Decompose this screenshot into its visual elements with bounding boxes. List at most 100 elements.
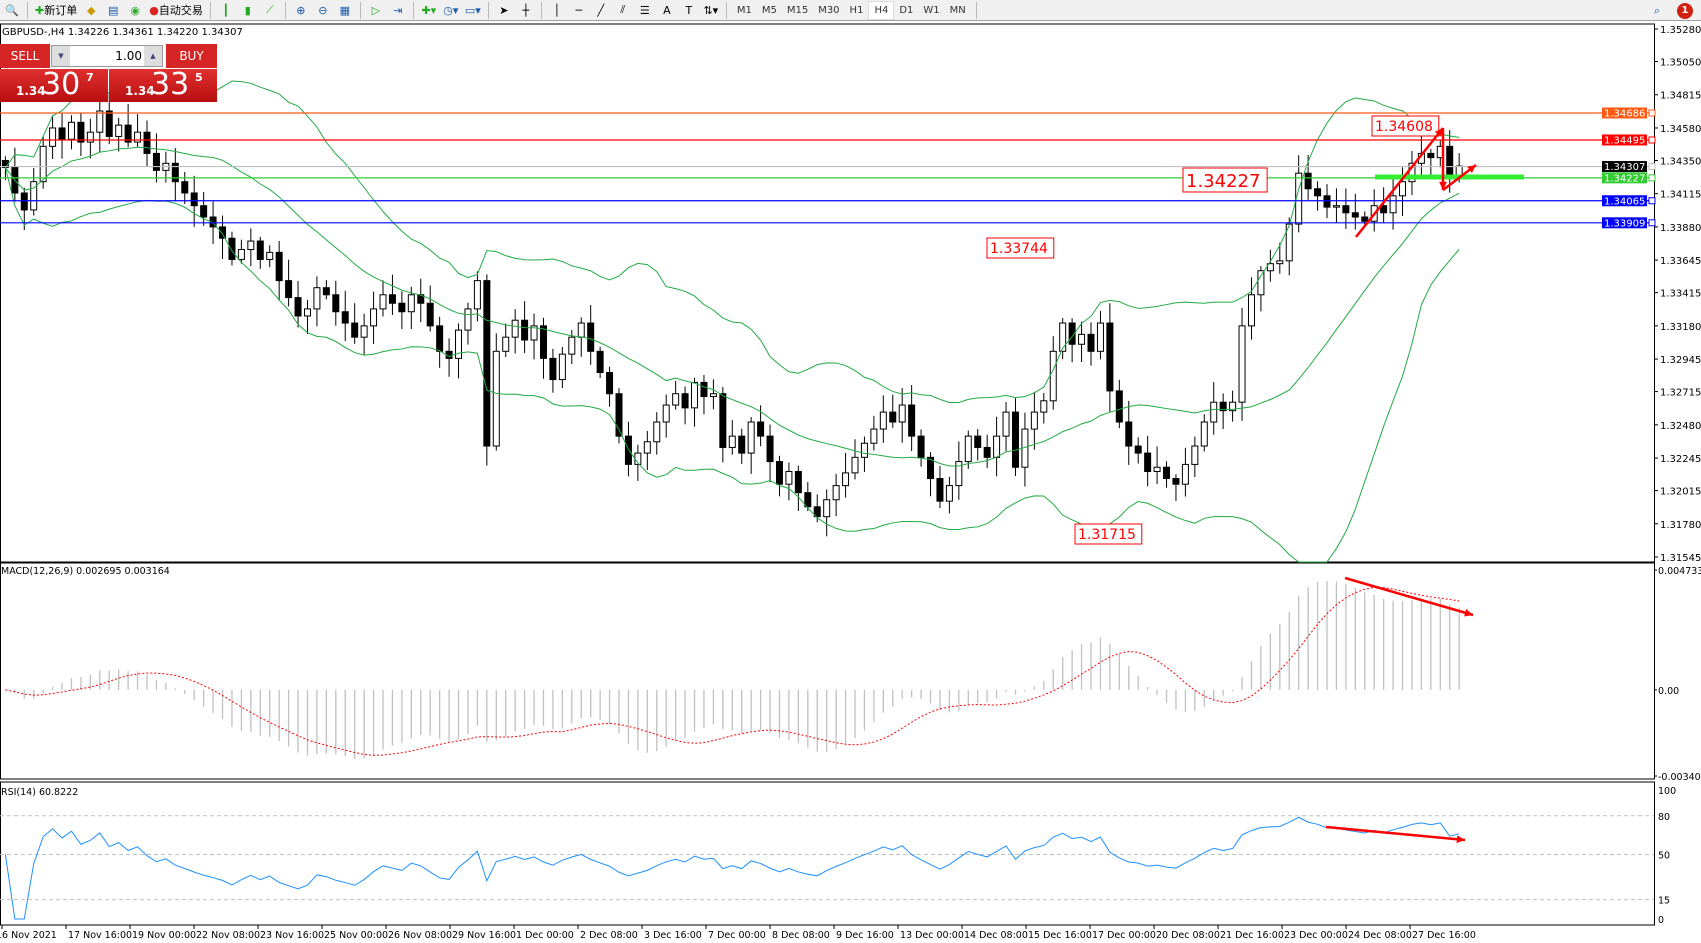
price-tick-label: 1.32015 — [1660, 487, 1701, 498]
price-tick-label: 1.35050 — [1660, 58, 1701, 69]
trend-arrow-down-head — [1439, 181, 1447, 190]
time-label: 29 Nov 16:00 — [452, 930, 516, 941]
bull-candle — [879, 411, 887, 430]
auto-trading-button[interactable]: ● 自动交易 — [147, 1, 205, 20]
bar-chart-icon[interactable]: ┃ — [222, 3, 230, 17]
bull-candle — [1040, 400, 1048, 413]
bear-candle — [1163, 466, 1171, 480]
bear-candle — [143, 131, 151, 154]
buy-button[interactable]: BUY — [166, 44, 217, 68]
line-handle — [1648, 174, 1656, 182]
trend-arrow-up-head — [1434, 128, 1443, 137]
timeframe-h1[interactable]: H1 — [849, 4, 864, 16]
text-label-icon[interactable]: T — [685, 3, 693, 17]
lot-increase-button[interactable]: ▲ — [144, 46, 162, 66]
chart-canvas[interactable]: 1.352801.350501.348151.345801.343501.341… — [0, 22, 1701, 943]
sell-button[interactable]: SELL — [0, 44, 50, 68]
bear-candle — [596, 350, 604, 374]
notification-badge[interactable]: 1 — [1677, 2, 1693, 19]
tile-windows-icon[interactable]: ▦ — [339, 3, 351, 17]
templates-icon[interactable]: ▭▾ — [464, 3, 481, 17]
timeframe-m15[interactable]: M15 — [786, 4, 809, 16]
bull-candle — [1078, 333, 1086, 345]
price-marker — [1602, 161, 1647, 173]
price-tick-label: 1.31545 — [1660, 553, 1701, 564]
bear-candle — [624, 435, 632, 465]
timeframe-m1[interactable]: M1 — [736, 4, 752, 16]
zoom-in-icon[interactable]: ⊕ — [296, 3, 306, 17]
time-label: 17 Dec 00:00 — [1092, 930, 1156, 941]
timeframe-m5[interactable]: M5 — [761, 4, 777, 16]
text-icon[interactable]: A — [663, 3, 671, 17]
timeframe-d1[interactable]: D1 — [899, 4, 914, 16]
lot-decrease-button[interactable]: ▼ — [52, 46, 70, 66]
time-label: 2 Dec 08:00 — [580, 930, 638, 941]
channel-icon[interactable]: ⫽ — [620, 3, 626, 16]
crosshair-icon[interactable]: ┼ — [522, 3, 530, 17]
bull-candle — [823, 499, 831, 518]
bull-candle — [1295, 172, 1303, 225]
price-marker-label: 1.34686 — [1604, 108, 1645, 119]
timeframe-h4[interactable]: H4 — [868, 0, 895, 20]
bull-candle — [785, 470, 793, 485]
time-label: 26 Nov 08:00 — [388, 930, 452, 941]
vertical-line-icon[interactable]: │ — [553, 3, 561, 17]
bull-candle — [370, 308, 378, 327]
indicators-icon[interactable]: ✚▾ — [421, 3, 437, 17]
sell-price[interactable]: 1.34 30 7 — [0, 67, 108, 102]
price-tick-label: 1.35280 — [1660, 25, 1701, 36]
bear-candle — [200, 205, 208, 218]
bull-candle — [67, 121, 75, 140]
signals-icon[interactable]: ◉ — [130, 3, 141, 17]
bull-candle — [1059, 322, 1067, 352]
bear-candle — [1115, 390, 1123, 423]
bull-candle — [964, 435, 972, 463]
bull-candle — [577, 322, 585, 338]
timeframe-mn[interactable]: MN — [949, 4, 966, 16]
search-icon[interactable]: ⌕ — [1653, 3, 1661, 17]
bull-candle — [492, 350, 500, 447]
new-order-button[interactable]: ✚ 新订单 — [33, 1, 79, 20]
bull-candle — [860, 442, 868, 458]
right-tools: ⌕ 1 — [1647, 1, 1693, 20]
bull-candle — [303, 308, 311, 317]
time-label: 15 Dec 16:00 — [1028, 930, 1092, 941]
bull-candle — [247, 240, 255, 251]
bull-candle — [1266, 263, 1274, 272]
bull-candle — [662, 404, 670, 423]
bull-candle — [313, 287, 321, 310]
buy-price[interactable]: 1.34 33 5 — [109, 67, 217, 102]
bull-candle — [1332, 205, 1340, 208]
periods-icon[interactable]: ◷▾ — [443, 3, 459, 17]
lot-input[interactable] — [70, 49, 144, 63]
bear-candle — [700, 381, 708, 398]
chart-shift-icon[interactable]: ⇥ — [393, 3, 403, 17]
candlestick-icon[interactable]: ▮ — [244, 3, 251, 17]
timeframe-w1[interactable]: W1 — [923, 4, 940, 16]
symbol-info: GBPUSD-,H4 1.34226 1.34361 1.34220 1.343… — [2, 27, 243, 38]
autoscroll-icon[interactable]: ▷ — [371, 3, 381, 17]
meta-editor-icon[interactable]: ◆ — [86, 3, 96, 17]
cursor-icon[interactable]: ➤ — [499, 3, 509, 17]
bull-candle — [473, 280, 481, 310]
zoom-out-icon[interactable]: ⊖ — [318, 3, 328, 17]
bull-candle — [728, 435, 736, 448]
horizontal-line-icon[interactable]: ─ — [575, 3, 583, 17]
trendline-icon[interactable]: ╱ — [597, 3, 605, 17]
bollinger-middle — [4, 146, 1460, 467]
timeframe-m30[interactable]: M30 — [818, 4, 840, 16]
bear-candle — [1219, 401, 1227, 412]
bear-candle — [152, 152, 160, 171]
price-marker — [1602, 217, 1647, 229]
rsi-tick-label: 15 — [1658, 896, 1670, 907]
line-chart-icon[interactable]: ⟋ — [265, 3, 274, 16]
rsi-line — [4, 816, 1460, 920]
time-label: 20 Dec 08:00 — [1156, 930, 1220, 941]
zoom-icon[interactable]: 🔍 — [5, 3, 19, 17]
fibonacci-icon[interactable]: ☰ — [639, 3, 650, 17]
bull-candle — [464, 308, 472, 331]
bull-candle — [96, 110, 104, 133]
navigator-icon[interactable]: ▤ — [108, 3, 119, 17]
arrows-icon[interactable]: ⇅▾ — [703, 3, 719, 17]
rsi-tick-label: 0 — [1658, 915, 1664, 926]
